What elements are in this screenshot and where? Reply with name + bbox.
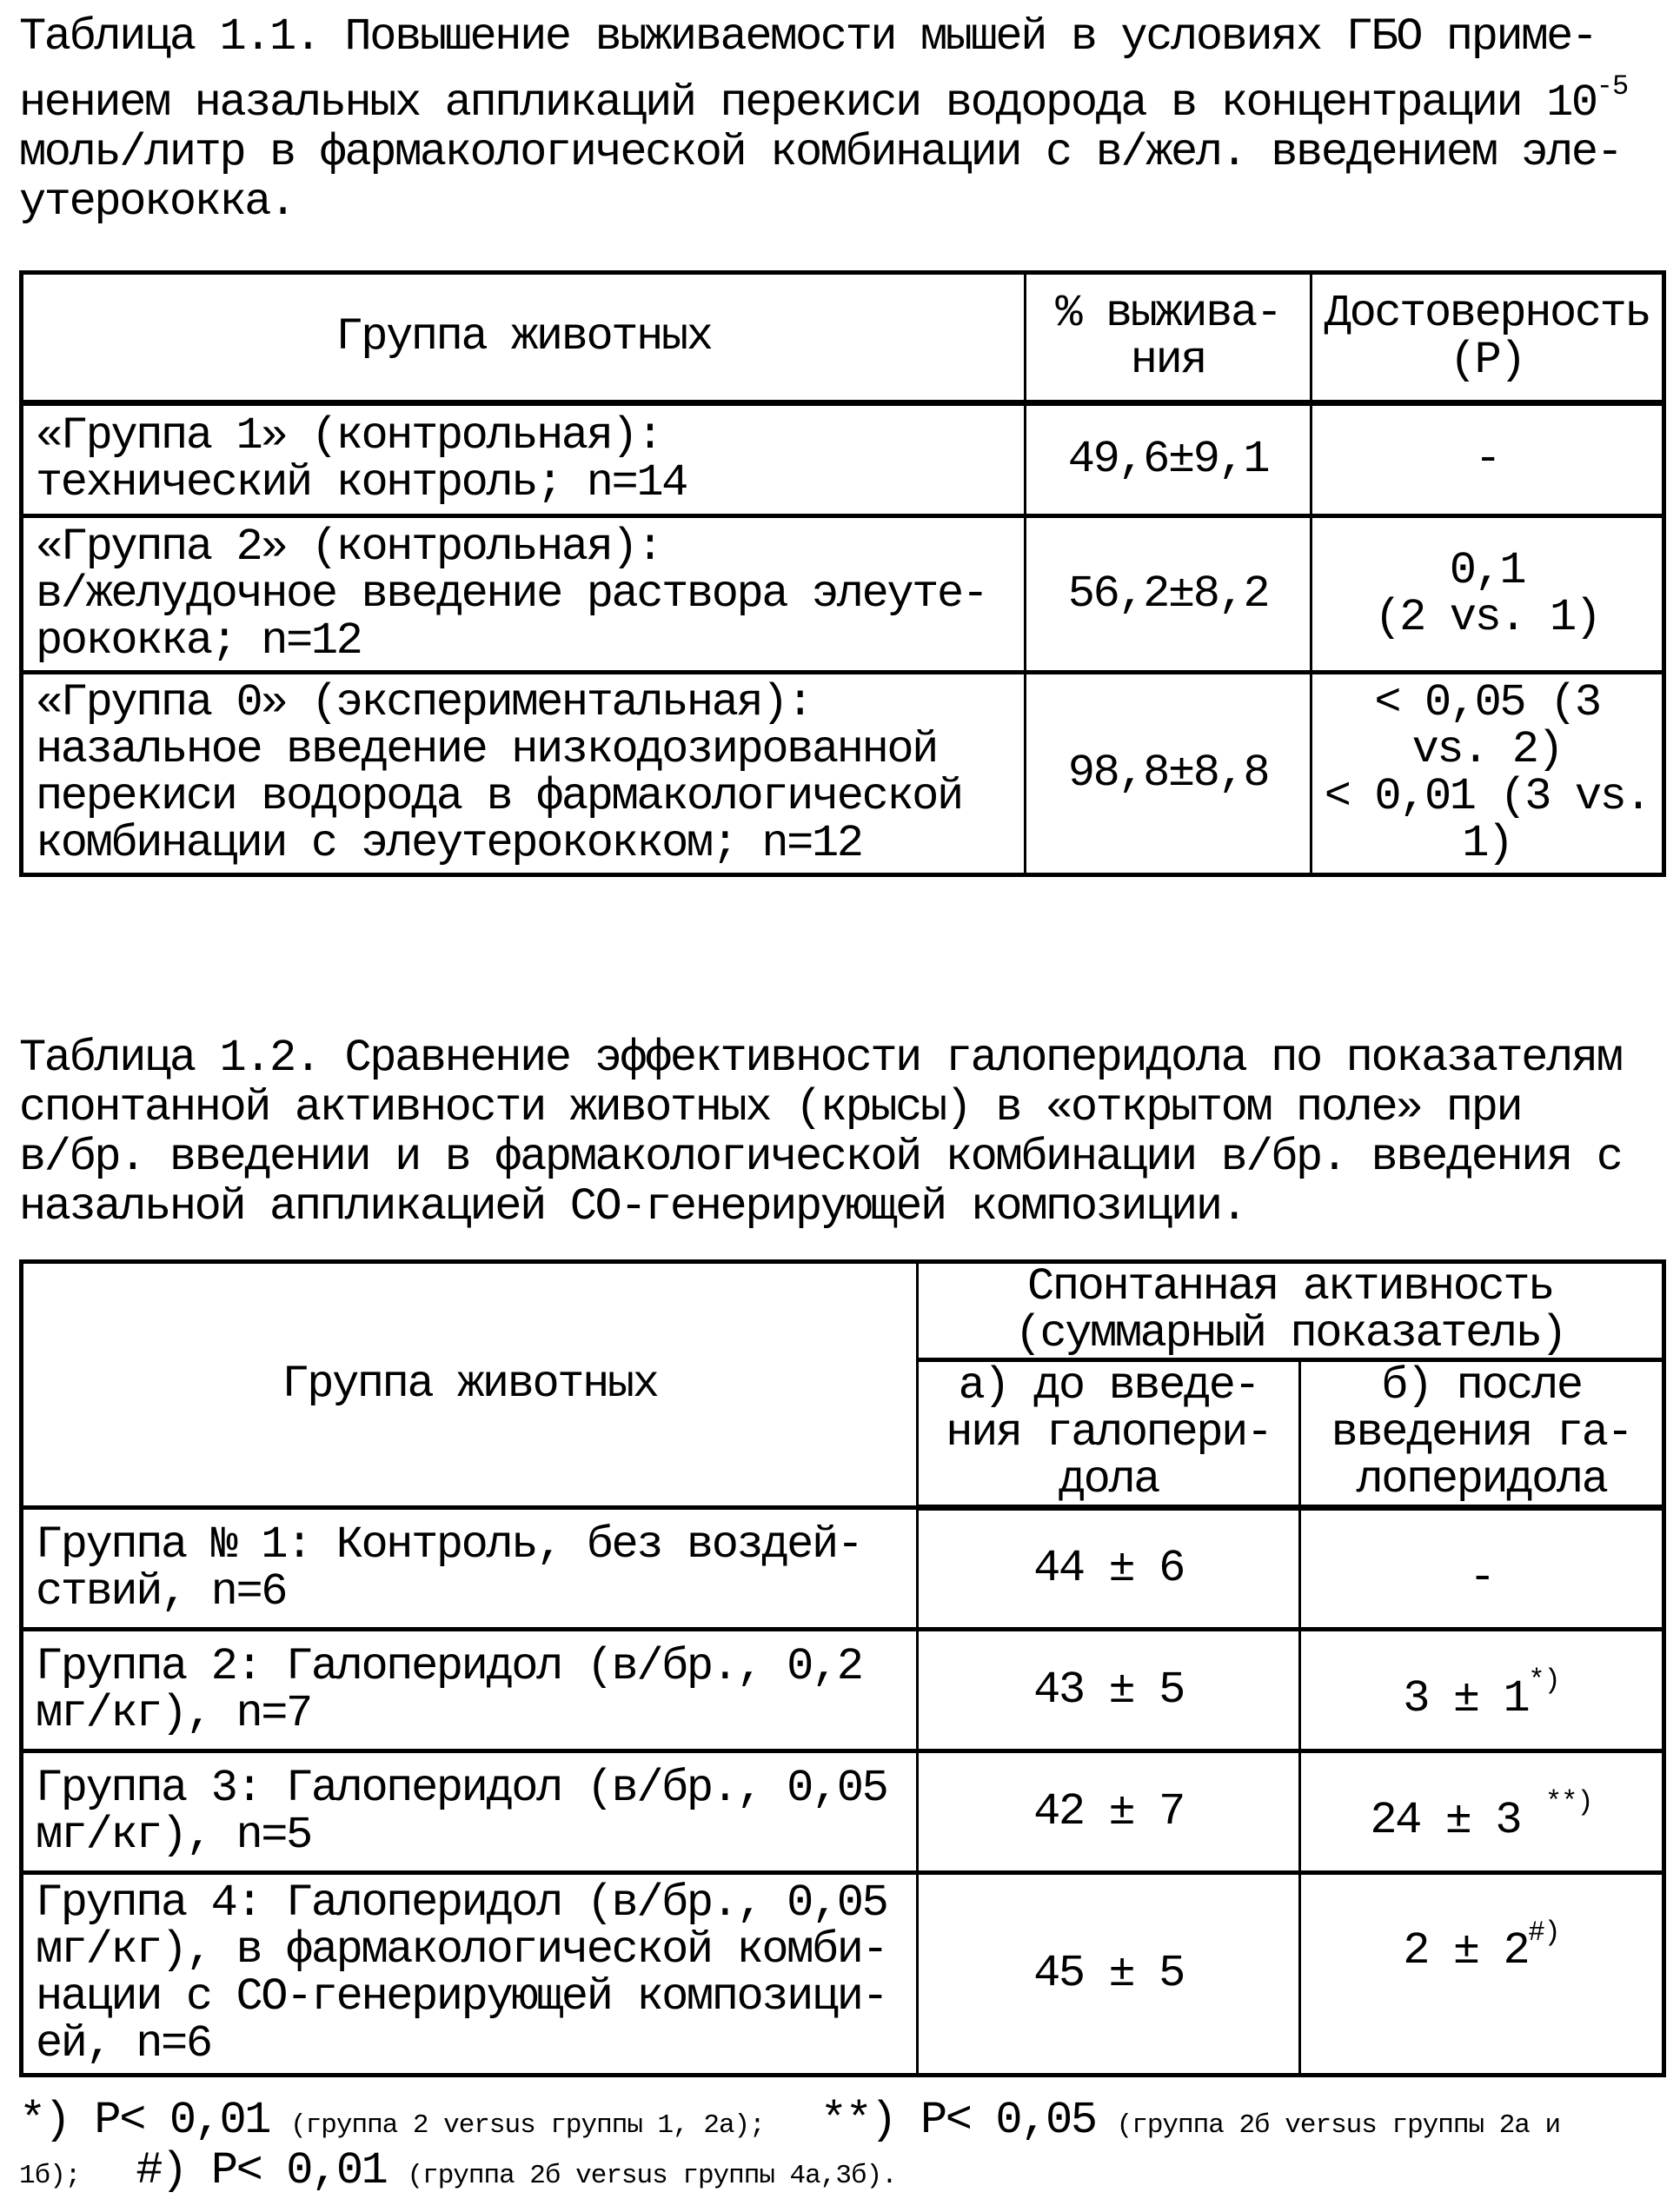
t2-row4-after-marker: #) [1528,1917,1560,1949]
t2-row3-after: 24 ± 3 **) [1298,1749,1665,1875]
caption1-line3: моль/литр в фармакологической комбинации… [19,128,1661,177]
table-1-1-caption: Таблица 1.1. Повышение выживаемости мыше… [19,12,1661,227]
caption1-line4-text: утерококка. [19,176,296,228]
footnote-star-detail: (группа 2 versus группы 1, 2а); [290,2110,766,2141]
t1-row-1: «Группа 1» (контрольная): технический ко… [20,401,1665,518]
t1-row3-group: «Группа 0» (экспериментальная): назально… [20,670,1026,877]
footnotes: *) P< 0,01 (группа 2 versus группы 1, 2а)… [19,2098,1661,2199]
t1-row2-group: «Группа 2» (контрольная): в/желудочное в… [20,514,1026,674]
t1-row1-survival: 49,6±9,1 [1024,401,1312,518]
t2-row4-after: 2 ± 2#) [1298,1870,1665,2077]
t2-row-4: Группа 4: Галоперидол (в/бр., 0,05 мг/кг… [20,1870,1665,2077]
t2-header-after: б) после введения га- лоперидола [1298,1358,1665,1511]
t2-row2-after-marker: *) [1528,1664,1560,1697]
t2-row2-before: 43 ± 5 [916,1627,1301,1753]
t1-row3-survival: 98,8±8,8 [1024,670,1312,877]
t2-row3-after-value: 24 ± 3 [1370,1795,1546,1846]
t1-row1-group: «Группа 1» (контрольная): технический ко… [20,401,1026,518]
t2-row1-after-value: - [1469,1551,1496,1604]
caption1-line2: нением назальных аппликаций перекиси вод… [19,62,1661,128]
t1-header-row: Группа животных % выжива- ния Достоверно… [20,270,1665,406]
t2-row1-after: - [1298,1505,1665,1631]
footnote-line-2: 1б); #) P< 0,01 (группа 2б versus группы 4… [19,2149,1661,2199]
caption1-line2-text: нением назальных аппликаций перекиси вод… [19,77,1598,129]
footnote-doublestar-detail-cont: 1б); [19,2161,81,2191]
t2-row3-before: 42 ± 7 [916,1749,1301,1875]
footnote-hash-detail: (группа 2б versus группы 4а,3б). [407,2161,897,2191]
t2-row4-after-value: 2 ± 2 [1403,1925,1530,1976]
t2-row1-before: 44 ± 6 [916,1505,1301,1631]
t1-row-2: «Группа 2» (контрольная): в/желудочное в… [20,514,1665,674]
t1-header-p: Достоверность (Р) [1310,270,1665,406]
t2-row4-group: Группа 4: Галоперидол (в/бр., 0,05 мг/кг… [20,1870,919,2077]
t1-row1-p: - [1310,401,1665,518]
caption1-line4: утерококка. [19,177,1661,227]
table-1-1: Группа животных % выжива- ния Достоверно… [19,270,1666,877]
footnote-star-p: *) P< 0,01 [19,2095,271,2146]
t2-row-1: Группа № 1: Контроль, без воздей- ствий,… [20,1505,1665,1631]
t2-header-group: Группа животных [20,1259,919,1510]
t1-row2-survival: 56,2±8,2 [1024,514,1312,674]
t2-row-3: Группа 3: Галоперидол (в/бр., 0,05 мг/кг… [20,1749,1665,1875]
caption1-line1-text: Таблица 1.1. Повышение выживаемости мыше… [19,11,1598,63]
t1-row-3: «Группа 0» (экспериментальная): назально… [20,670,1665,877]
footnote-hash-p: #) P< 0,01 [136,2145,388,2196]
t2-group-header-row: Группа животных Спонтанная активность (с… [20,1259,1665,1510]
t1-row3-p: < 0,05 (3 vs. 2) < 0,01 (3 vs. 1) [1310,670,1665,877]
t2-row3-after-marker: **) [1545,1786,1594,1818]
caption1-superscript: -5 [1596,70,1629,103]
table-1-2-caption: Таблица 1.2. Сравнение эффективности гал… [19,1033,1624,1232]
caption1-line3-text: моль/литр в фармакологической комбинации… [19,127,1624,178]
t1-header-group: Группа животных [20,270,1026,406]
t2-row2-after-value: 3 ± 1 [1403,1673,1530,1724]
table-1-2: Группа животных Спонтанная активность (с… [19,1259,1666,2077]
t1-row2-p: 0,1 (2 vs. 1) [1310,514,1665,674]
footnote-doublestar-detail: (группа 2б versus группы 2а и [1116,2110,1561,2141]
t2-row2-after: 3 ± 1*) [1298,1627,1665,1753]
t2-row3-group: Группа 3: Галоперидол (в/бр., 0,05 мг/кг… [20,1749,919,1875]
t2-header-before: а) до введе- ния галопери- дола [916,1358,1301,1511]
t2-row2-group: Группа 2: Галоперидол (в/бр., 0,2 мг/кг)… [20,1627,919,1753]
t2-row1-group: Группа № 1: Контроль, без воздей- ствий,… [20,1505,919,1631]
footnote-line-1: *) P< 0,01 (группа 2 versus группы 1, 2а)… [19,2098,1661,2149]
t1-header-survival: % выжива- ния [1024,270,1312,406]
t2-row4-before: 45 ± 5 [916,1870,1301,2077]
footnote-doublestar-p: **) P< 0,05 [820,2095,1098,2146]
t2-header-activity: Спонтанная активность (суммарный показат… [916,1259,1665,1362]
t2-row-2: Группа 2: Галоперидол (в/бр., 0,2 мг/кг)… [20,1627,1665,1753]
caption1-line1: Таблица 1.1. Повышение выживаемости мыше… [19,12,1661,62]
t2-subheader-row: а) до введе- ния галопери- дола б) после… [22,1358,1665,1511]
